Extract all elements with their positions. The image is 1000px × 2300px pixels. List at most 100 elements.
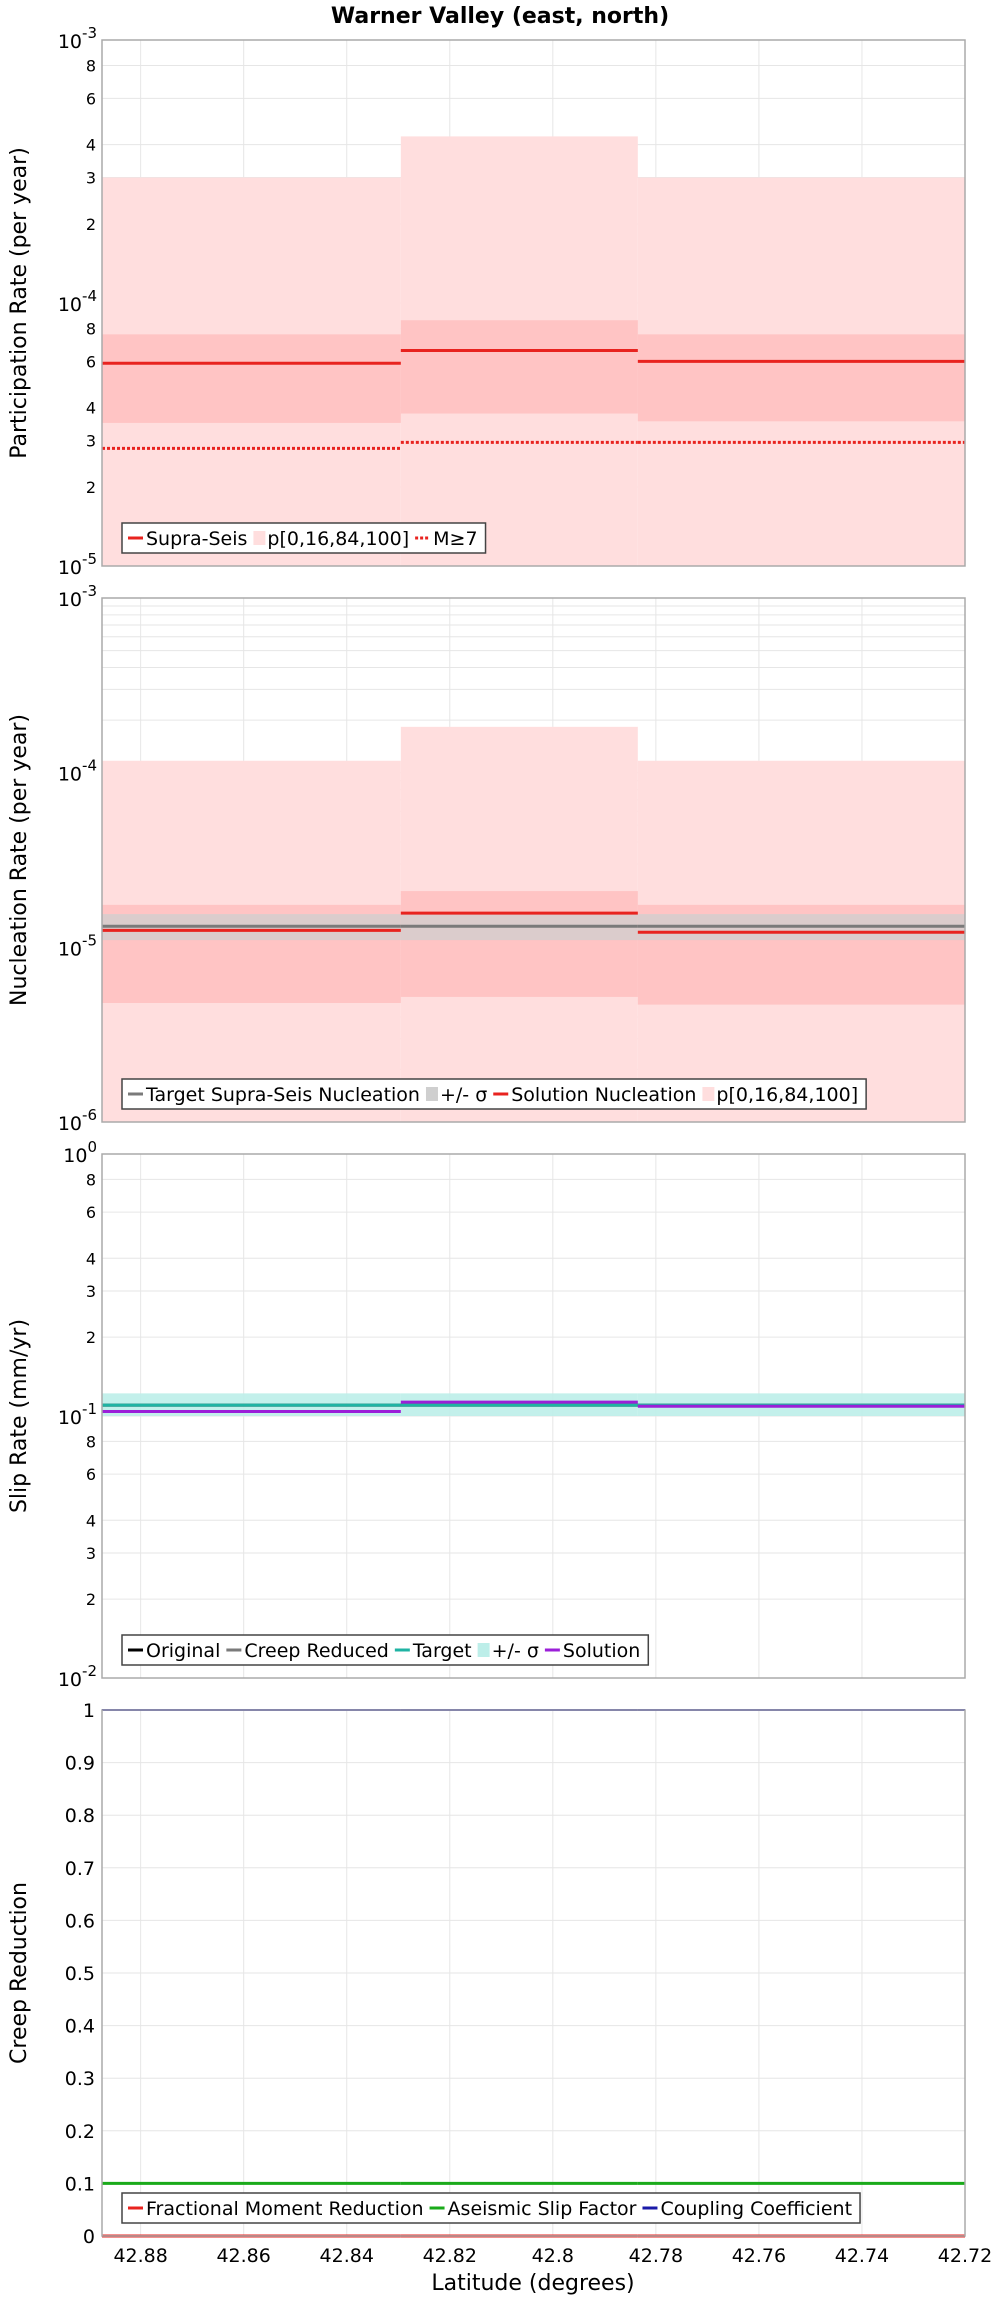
legend-label: p[0,16,84,100]	[267, 528, 409, 550]
legend-label: Original	[146, 1640, 220, 1662]
series-solution	[102, 1400, 965, 1414]
y-tick-label: 10-4	[58, 287, 97, 316]
legend-item-sigma: +/- σ	[425, 1084, 487, 1106]
series-solution-nucleation	[102, 911, 965, 934]
legend: Target Supra-Seis Nucleation +/- σ Solutio…	[121, 1078, 867, 1110]
y-tick-label: 10-5	[58, 550, 97, 579]
y-tick-label: 10-5	[58, 931, 97, 960]
chart-panel-3: 10-2 10-1 100 2 3 4 6 8 2 3 4 6 8 Slip Rate (mm/yr) Or…	[7, 1138, 966, 1691]
legend-label: M≥7	[433, 528, 477, 550]
x-tick-label: 42.76	[732, 2245, 786, 2267]
y-minor-tick-label: 2	[86, 1590, 96, 1609]
y-tick-label: 0.8	[65, 1805, 95, 1827]
y-tick-label: 1	[83, 1700, 95, 1722]
band-segment	[102, 334, 401, 423]
x-tick-label: 42.82	[423, 2245, 477, 2267]
legend-item-p-0-16-84-100: p[0,16,84,100]	[702, 1084, 858, 1106]
legend: Original Creep Reduced Target +/- σ Solution	[121, 1634, 650, 1666]
legend-label: Aseismic Slip Factor	[448, 2198, 637, 2220]
legend-item-mge7: M≥7	[415, 528, 478, 550]
plot-frame	[101, 39, 966, 567]
y-minor-tick-label: 4	[86, 1511, 96, 1530]
y-axis-label: Participation Rate (per year)	[7, 147, 32, 459]
legend-label: Coupling Coefficient	[660, 2198, 852, 2220]
band-inner	[102, 320, 965, 423]
y-tick-label: 0.7	[65, 1858, 95, 1880]
legend: Fractional Moment Reduction Aseismic Slip…	[121, 2192, 861, 2224]
legend-item-aseismic-slip-factor: Aseismic Slip Factor	[429, 2198, 637, 2220]
legend-label: Supra-Seis	[146, 528, 247, 550]
y-tick-label: 10-3	[58, 24, 97, 53]
legend-swatch	[253, 531, 266, 545]
band-segment	[637, 334, 965, 422]
y-minor-tick-label: 6	[86, 1203, 96, 1222]
legend-label: +/- σ	[440, 1084, 487, 1106]
legend-item-target: Target	[394, 1640, 472, 1662]
legend: Supra-Seis p[0,16,84,100] M≥7	[121, 522, 487, 554]
y-tick-label: 10-4	[58, 757, 97, 786]
y-minor-tick-label: 6	[86, 89, 96, 108]
legend-label: Solution Nucleation	[511, 1084, 696, 1106]
legend-label: +/- σ	[492, 1640, 539, 1662]
y-axis-label: Slip Rate (mm/yr)	[7, 1319, 32, 1513]
y-minor-tick-label: 8	[86, 1170, 96, 1189]
legend-item-creep-reduced: Creep Reduced	[226, 1640, 389, 1662]
legend-item-original: Original	[128, 1640, 220, 1662]
band-inner	[102, 891, 965, 1005]
legend-item-target-supra-seis-nucleation: Target Supra-Seis Nucleation	[128, 1084, 420, 1106]
y-tick-label: 10-2	[58, 1662, 97, 1691]
y-minor-tick-label: 6	[86, 352, 96, 371]
chart-panel-1: 10-5 10-4 10-3 2 3 4 6 8 2 3 4 6 8 Participation Rate…	[7, 24, 966, 579]
legend-box	[121, 1634, 650, 1666]
y-tick-labels: 10-5 10-4 10-3 2 3 4 6 8 2 3 4 6 8	[58, 24, 97, 579]
chart-panel-2: 10-6 10-5 10-4 10-3 Nucleation Rate (per yea…	[7, 582, 966, 1135]
y-minor-tick-label: 8	[86, 56, 96, 75]
y-tick-label: 10-6	[58, 1106, 97, 1135]
y-axis-label: Creep Reduction	[7, 1882, 32, 2064]
legend-box	[121, 2192, 861, 2224]
band-segment	[400, 891, 638, 997]
y-minor-tick-label: 6	[86, 1465, 96, 1484]
legend-box	[121, 522, 487, 554]
y-tick-label: 0.1	[65, 2173, 95, 2195]
y-minor-tick-label: 3	[86, 1544, 96, 1563]
band-segment	[400, 320, 638, 414]
y-minor-tick-label: 2	[86, 1328, 96, 1347]
y-minor-tick-label: 4	[86, 136, 96, 155]
y-tick-labels: 10-6 10-5 10-4 10-3	[58, 582, 97, 1135]
y-minor-tick-label: 4	[86, 399, 96, 418]
y-minor-tick-label: 3	[86, 1282, 96, 1301]
legend-item-fractional-moment-reduction: Fractional Moment Reduction	[128, 2198, 424, 2220]
y-tick-label: 0.4	[65, 2016, 95, 2038]
plot-frame	[101, 1153, 966, 1679]
y-tick-label: 10-3	[58, 582, 97, 611]
y-tick-label: 0.3	[65, 2068, 95, 2090]
legend-swatch	[425, 1087, 438, 1101]
y-minor-tick-label: 8	[86, 1432, 96, 1451]
y-minor-tick-label: 2	[86, 215, 96, 234]
series-supra-seis	[102, 348, 965, 365]
y-tick-label: 0.9	[65, 1753, 95, 1775]
legend-item-p-0-16-84-100: p[0,16,84,100]	[253, 528, 409, 550]
y-tick-label: 0	[83, 2226, 95, 2248]
legend-item-solution: Solution	[544, 1640, 640, 1662]
x-tick-label: 42.86	[216, 2245, 270, 2267]
figure-title: Warner Valley (east, north)	[331, 4, 669, 29]
y-tick-label: 0.6	[65, 1910, 95, 1932]
series-mge7	[102, 440, 965, 450]
y-minor-tick-label: 4	[86, 1249, 96, 1268]
legend-swatch	[702, 1087, 715, 1101]
x-tick-label: 42.88	[113, 2245, 167, 2267]
legend-item-solution-nucleation: Solution Nucleation	[493, 1084, 696, 1106]
x-tick-label: 42.74	[835, 2245, 889, 2267]
y-axis-label: Nucleation Rate (per year)	[7, 714, 32, 1006]
y-tick-label: 10-1	[58, 1400, 97, 1429]
y-minor-tick-label: 3	[86, 169, 96, 188]
y-minor-tick-label: 2	[86, 478, 96, 497]
plot-frame	[101, 597, 966, 1123]
legend-item-sigma: +/- σ	[477, 1640, 539, 1662]
y-tick-label: 0.2	[65, 2121, 95, 2143]
legend-swatch	[477, 1643, 490, 1657]
y-tick-label: 0.5	[65, 1963, 95, 1985]
legend-label: Creep Reduced	[244, 1640, 388, 1662]
